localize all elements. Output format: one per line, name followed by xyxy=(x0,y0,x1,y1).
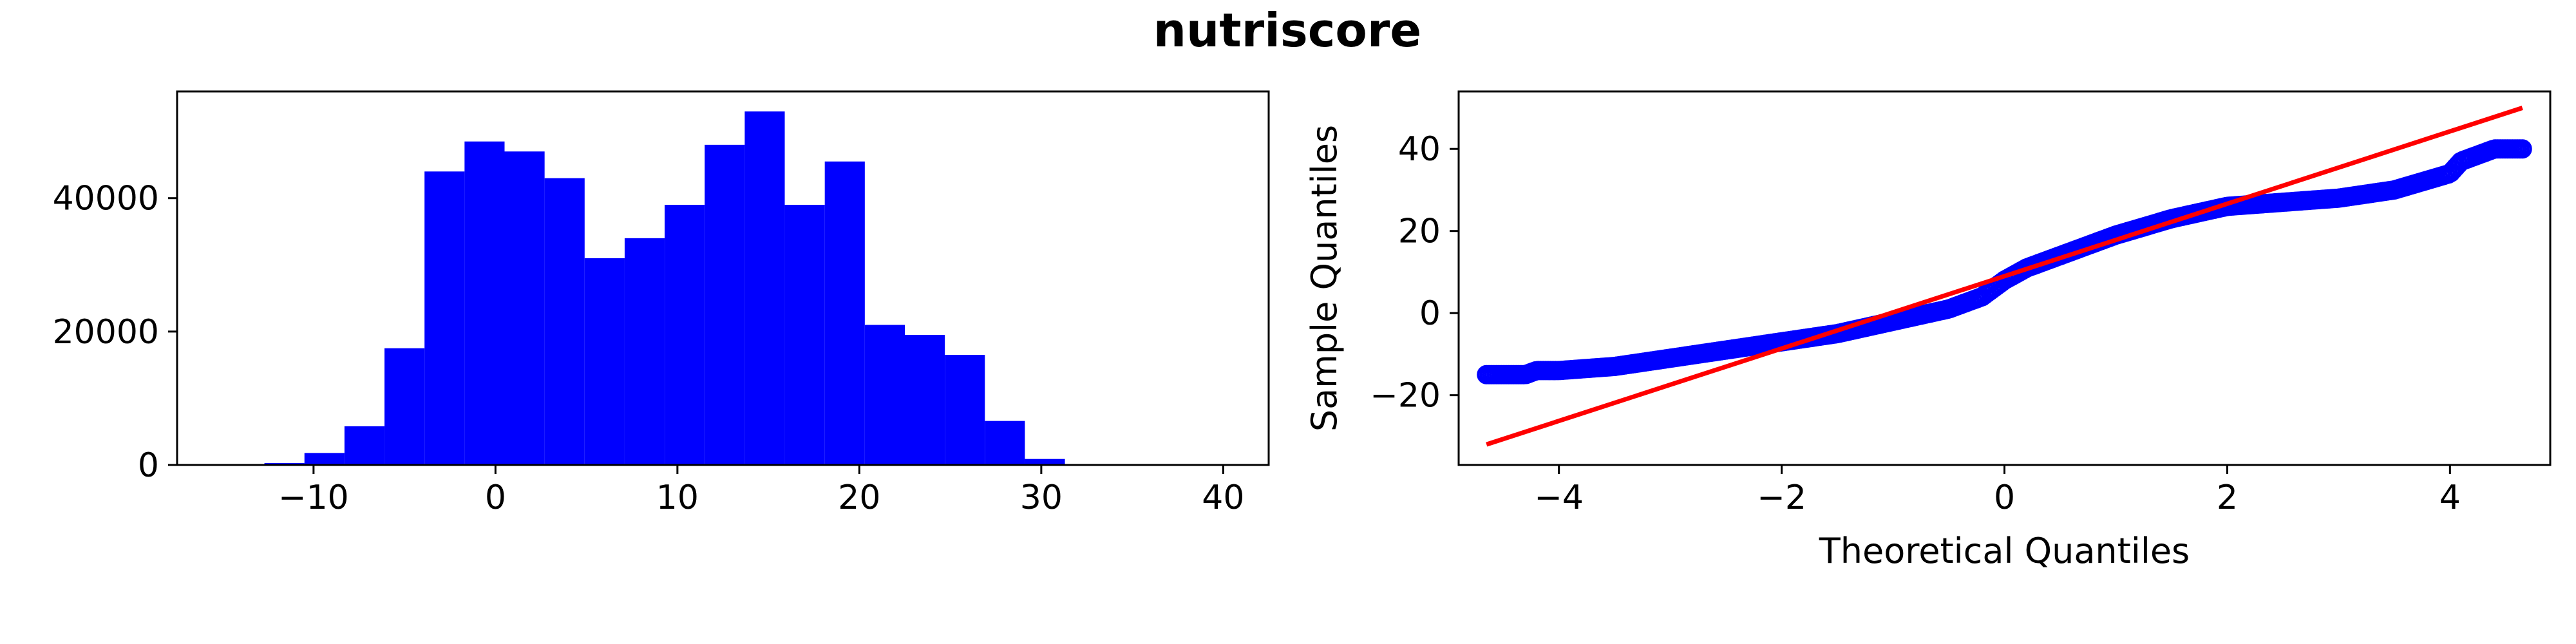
histogram-bar xyxy=(544,178,585,465)
histogram-y-tick-label: 20000 xyxy=(53,313,159,352)
histogram-x-tick-label: 10 xyxy=(656,478,699,517)
qq-y-tick-label: −20 xyxy=(1370,377,1441,415)
qq-x-tick-label: 2 xyxy=(2217,478,2238,517)
qq-x-tick-label: 0 xyxy=(1994,478,2015,517)
qq-x-axis-label: Theoretical Quantiles xyxy=(1819,531,2190,571)
qq-x-tick-label: −4 xyxy=(1534,478,1584,517)
histogram-bars xyxy=(264,111,1226,466)
histogram-panel: −10 0 10 20 30 40 0 20000 40000 xyxy=(53,90,1270,517)
qq-point xyxy=(2512,139,2532,159)
histogram-x-tick-label: 40 xyxy=(1202,478,1244,517)
histogram-bar xyxy=(985,421,1025,465)
histogram-axes-frame xyxy=(176,90,1270,466)
histogram-bar xyxy=(665,205,705,465)
histogram-x-tick-label: −10 xyxy=(278,478,349,517)
histogram-bar xyxy=(905,335,945,465)
histogram-bar xyxy=(1025,459,1065,465)
histogram-bar xyxy=(264,462,305,465)
histogram-bar xyxy=(784,205,825,465)
histogram-bar xyxy=(384,348,425,465)
histogram-x-tick-label: 20 xyxy=(838,478,880,517)
histogram-bar xyxy=(824,161,865,465)
histogram-y-tick-label: 40000 xyxy=(53,180,159,218)
histogram-bar xyxy=(304,453,345,465)
qq-reference-line xyxy=(1486,106,2523,447)
figure-title: nutriscore xyxy=(1153,3,1421,57)
histogram-y-tick-label: 0 xyxy=(138,446,159,485)
qq-points xyxy=(1477,139,2532,384)
histogram-bar xyxy=(584,258,625,465)
histogram-x-tick-label: 0 xyxy=(485,478,506,517)
histogram-bar xyxy=(464,141,505,465)
qq-y-tick-label: 0 xyxy=(1419,294,1441,333)
histogram-bar xyxy=(705,144,745,465)
histogram-bar xyxy=(424,171,465,465)
histogram-bar xyxy=(945,355,985,465)
histogram-bar xyxy=(344,426,385,465)
histogram-bar xyxy=(624,238,665,465)
qq-x-tick-label: 4 xyxy=(2439,478,2461,517)
qq-x-tick-label: −2 xyxy=(1757,478,1806,517)
histogram-bar xyxy=(744,111,785,466)
qq-y-tick-label: 20 xyxy=(1398,213,1441,251)
qq-y-axis-label: Sample Quantiles xyxy=(1304,125,1345,431)
histogram-bar xyxy=(864,325,905,465)
histogram-bar xyxy=(504,151,545,465)
qq-y-tick-label: 40 xyxy=(1398,130,1441,169)
histogram-x-tick-label: 30 xyxy=(1020,478,1063,517)
